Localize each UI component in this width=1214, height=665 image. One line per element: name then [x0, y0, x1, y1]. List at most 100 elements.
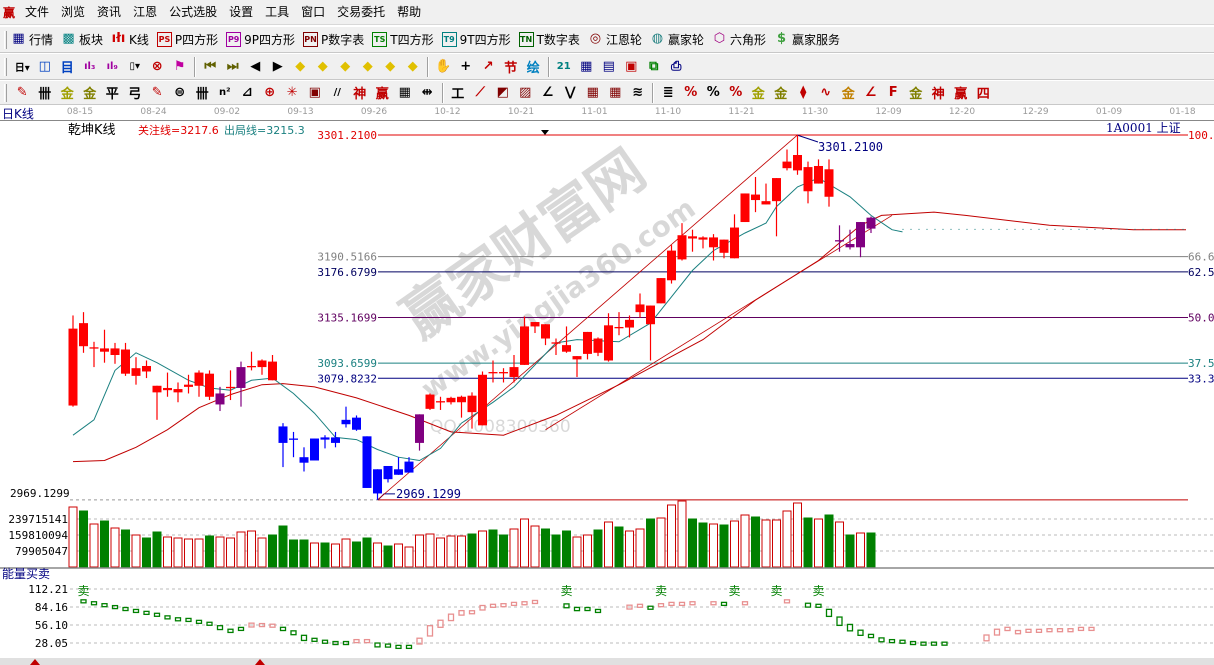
circle-line-icon[interactable]: ⊜	[174, 85, 186, 100]
expand-all-icon[interactable]: ◆	[385, 59, 396, 74]
candle-style-dropdown[interactable]: ▯▾	[129, 61, 141, 72]
measure-icon[interactable]: ⇹	[421, 85, 433, 100]
gold-box-icon[interactable]: 金	[841, 87, 855, 102]
menu-0[interactable]: 文件	[25, 4, 50, 19]
toolbar-button-9p-square[interactable]: P9 9P四方形	[226, 31, 295, 48]
menu-1[interactable]: 浏览	[61, 4, 86, 19]
calculator-icon[interactable]: ▦	[580, 59, 593, 74]
toolbar-button-quote-table[interactable]: ▦ 行情	[11, 31, 53, 48]
box-icon[interactable]: ▣	[308, 85, 321, 100]
move-right-icon[interactable]: ◆	[317, 59, 328, 74]
flag-icon[interactable]: ⚑	[173, 59, 186, 74]
angle-icon[interactable]: ∠	[541, 85, 554, 100]
network-icon[interactable]: ⧉	[649, 59, 659, 74]
list-icon[interactable]: 目	[60, 61, 74, 76]
ruler-icon[interactable]: ≣	[662, 85, 674, 100]
period-dropdown[interactable]: 日▾	[14, 63, 30, 74]
four-angle-icon[interactable]: 四	[976, 87, 990, 102]
grid2-icon[interactable]: ▦	[586, 85, 599, 100]
toolbar-button-gann-wheel[interactable]: ◎ 江恩轮	[588, 31, 642, 48]
flat-line-icon[interactable]: 平	[105, 87, 119, 102]
grid3-icon[interactable]: ▦	[609, 85, 622, 100]
god-line-icon[interactable]: 神	[353, 87, 367, 102]
toolbar-button-p-number-table[interactable]: PN P数字表	[303, 31, 364, 48]
zigzag-icon[interactable]: ⋁	[564, 85, 576, 100]
prev-icon[interactable]: ◀	[250, 59, 261, 74]
winner-angle-icon[interactable]: 赢	[954, 87, 968, 102]
bars9-icon[interactable]: ıl₉	[106, 61, 118, 72]
shrink-h-icon[interactable]: ◆	[362, 59, 373, 74]
channel-icon[interactable]: 工	[451, 87, 465, 102]
calendar-icon[interactable]: 21	[556, 61, 571, 72]
gold-ratio-icon[interactable]: 金	[60, 87, 74, 102]
toolbar-grip[interactable]	[4, 30, 7, 49]
percent-icon[interactable]: %	[706, 85, 720, 100]
notebook-icon[interactable]: ▤	[602, 59, 615, 74]
menu-4[interactable]: 公式选股	[169, 4, 218, 19]
wave-icon[interactable]: ∿	[820, 85, 832, 100]
cycle-lines-icon[interactable]: 卌	[195, 87, 209, 102]
menu-2[interactable]: 资讯	[97, 4, 122, 19]
toolbar-button-winner-wheel[interactable]: ◍ 赢家轮	[650, 31, 704, 48]
print-icon[interactable]: ⎙	[671, 59, 682, 74]
gold-circle-icon[interactable]: 金	[751, 87, 765, 102]
toolbar-button-t-square[interactable]: TS T四方形	[372, 31, 434, 48]
solar-term-icon[interactable]: 节	[504, 61, 518, 76]
period-label[interactable]: 日K线	[2, 107, 34, 121]
target-icon[interactable]: ⊕	[264, 85, 276, 100]
fan-icon[interactable]: ⟋	[475, 85, 485, 100]
energy-indicator-title[interactable]: 能量买卖	[2, 567, 51, 581]
draw-icon[interactable]: 绘	[526, 61, 540, 76]
radial-icon[interactable]: ✳	[286, 85, 298, 100]
line-draw-icon[interactable]: ↗	[482, 59, 494, 74]
toolbar-button-sector-blocks[interactable]: ▩ 板块	[61, 31, 103, 48]
menu-3[interactable]: 江恩	[133, 4, 158, 19]
menu-8[interactable]: 交易委托	[337, 4, 386, 19]
toolbar-button-kline[interactable]: ıłı K线	[111, 31, 149, 48]
toolbar-button-9t-square[interactable]: T9 9T四方形	[441, 31, 511, 48]
gold-angle-icon[interactable]: 金	[909, 87, 923, 102]
toolbar-button-dollar[interactable]: $ 赢家服务	[774, 31, 840, 48]
menu-9[interactable]: 帮助	[397, 4, 422, 19]
square-series-icon[interactable]: n²	[219, 87, 231, 98]
window-icon[interactable]: ◫	[38, 59, 51, 74]
speed-lines-icon[interactable]: //	[333, 87, 341, 98]
fib-angle-icon[interactable]: F	[888, 85, 898, 100]
grid-icon[interactable]: ⊗	[151, 59, 163, 74]
gold-ratio2-icon[interactable]: 金	[83, 87, 97, 102]
percent-slash-icon[interactable]: %	[684, 85, 698, 100]
winner-line-icon[interactable]: 赢	[375, 87, 389, 102]
table-grid-icon[interactable]: ▦	[398, 85, 411, 100]
gann-grid-icon[interactable]: ▨	[519, 85, 532, 100]
crosshair-icon[interactable]: +	[460, 59, 472, 74]
menu-5[interactable]: 设置	[229, 4, 254, 19]
percent-lines-icon[interactable]: %	[729, 85, 743, 100]
toolbar-button-p-square[interactable]: PS P四方形	[156, 31, 218, 48]
move-left-icon[interactable]: ◆	[295, 59, 306, 74]
bars3-icon[interactable]: ıl₃	[84, 61, 96, 72]
arc-icon[interactable]: 弓	[128, 87, 142, 102]
menu-7[interactable]: 窗口	[301, 4, 326, 19]
toolbar-button-t-number-table[interactable]: TN T数字表	[518, 31, 580, 48]
toolbar-grip[interactable]	[4, 83, 7, 102]
pen-icon[interactable]: ✎	[16, 85, 28, 100]
next-icon[interactable]: ▶	[272, 59, 283, 74]
first-icon[interactable]: ⏮	[204, 59, 217, 74]
angle-lines-icon[interactable]: ∠	[864, 85, 877, 100]
wave-lines-icon[interactable]: ≋	[632, 85, 644, 100]
parallel-lines-icon[interactable]: 卌	[38, 87, 52, 102]
expand-v-icon[interactable]: ◆	[407, 59, 418, 74]
menu-6[interactable]: 工具	[265, 4, 290, 19]
gold-lines-icon[interactable]: 金	[774, 87, 788, 102]
god-angle-icon[interactable]: 神	[931, 87, 945, 102]
triangle-icon[interactable]: ⊿	[241, 85, 253, 100]
expand-h-icon[interactable]: ◆	[340, 59, 351, 74]
gann-box-icon[interactable]: ◩	[496, 85, 509, 100]
toolbar-grip[interactable]	[4, 57, 7, 76]
last-icon[interactable]: ⏭	[226, 59, 239, 74]
hand-icon[interactable]: ✋	[435, 59, 452, 74]
pencil-lines-icon[interactable]: ⧫	[800, 85, 807, 100]
marker-icon[interactable]: ✎	[151, 85, 163, 100]
toolbar-button-hexagon[interactable]: ⬡ 六角形	[712, 31, 766, 48]
